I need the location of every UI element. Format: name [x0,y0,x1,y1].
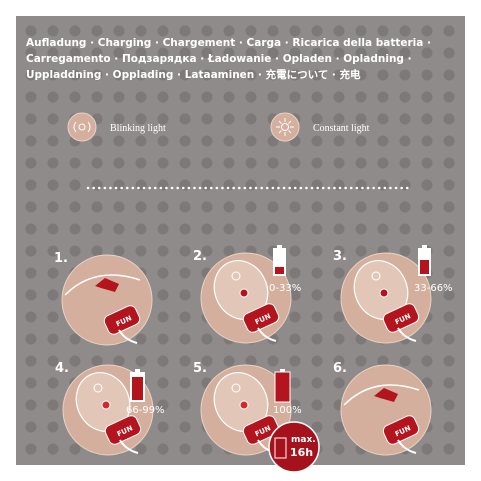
badge-bottom: 16h [290,446,313,459]
battery-label: 66-99% [126,405,165,416]
blinking-icon [68,113,96,141]
step-number: 5. [193,361,207,376]
badge-top: max. [291,435,316,445]
battery-100 [275,369,290,402]
title-line: Carregamento · Подзарядка · Ładowanie · … [26,53,412,65]
battery-0-33 [273,245,286,276]
battery-label: 0-33% [269,283,301,294]
step-number: 2. [193,249,207,264]
battery-label: 100% [273,405,302,416]
step-number: 3. [333,249,347,264]
led [102,401,110,409]
title-line: Uppladdning · Opplading · Lataaminen · 充… [26,68,361,81]
step-number: 6. [333,361,347,376]
step-disk [341,365,431,455]
title-line: Aufladung · Charging · Chargement · Carg… [26,37,431,49]
led [380,289,388,297]
step-number: 1. [54,251,68,266]
constant-icon [271,113,299,141]
led [240,401,248,409]
legend-label: Constant light [313,123,370,134]
battery-33-66 [418,245,431,276]
battery-66-99 [130,369,145,402]
battery-label: 33-66% [414,283,453,294]
step-number: 4. [55,361,69,376]
page: Aufladung · Charging · Chargement · Carg… [0,0,481,481]
legend-label: Blinking light [110,123,166,134]
step-disk [62,255,152,345]
led [240,289,248,297]
instructions: Aufladung · Charging · Chargement · Carg… [0,0,481,481]
